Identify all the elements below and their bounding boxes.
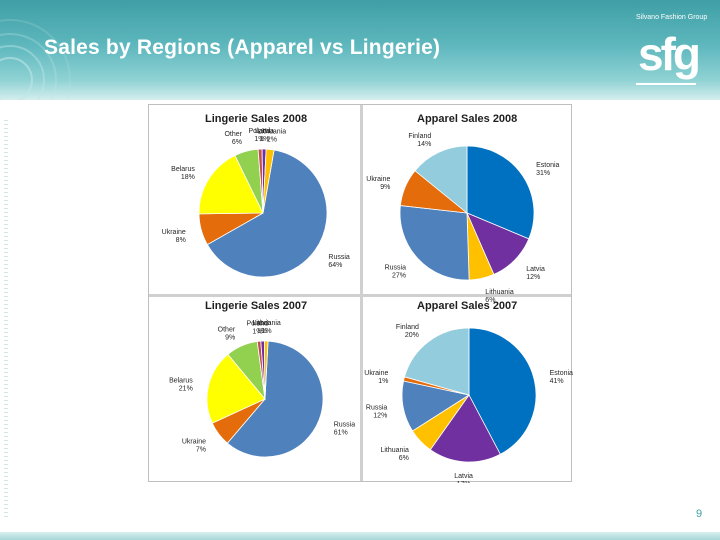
lingerie-sales-2008-slice-belarus: [198, 154, 264, 215]
apparel-sales-2008-label-finland: Finland 14%: [408, 133, 431, 148]
apparel-sales-2007-label-estonia: Estonia 41%: [550, 370, 573, 385]
lingerie-sales-2007-label-belarus: Belarus 21%: [169, 378, 193, 393]
slide-title: Sales by Regions (Apparel vs Lingerie): [44, 36, 441, 59]
lingerie-sales-2007-label-russia: Russia 61%: [334, 421, 356, 436]
lingerie-sales-2008-label-belarus: Belarus 18%: [171, 166, 195, 181]
company-logo: sfg: [638, 28, 701, 80]
apparel-sales-2007-label-finland: Finland 20%: [396, 324, 419, 339]
apparel-sales-2007-slice-latvia: [429, 394, 501, 463]
apparel-sales-2007-slice-finland: [404, 327, 470, 396]
apparel-sales-2008-label-estonia: Estonia 31%: [536, 162, 559, 177]
lingerie-sales-2008-label-latvia: Latvia 1%: [255, 128, 274, 143]
apparel-sales-2008-slice-russia: [399, 205, 470, 281]
apparel-sales-2007-slice-estonia: [468, 327, 537, 455]
logo-company-name: Silvano Fashion Group: [636, 14, 708, 21]
swirl-decoration: [0, 19, 71, 100]
lingerie-sales-2007-label-poland: Poland 1%: [247, 320, 269, 335]
apparel-sales-2008-label-ukraine: Ukraine 9%: [366, 176, 390, 191]
lingerie-sales-2008-label-poland: Poland 1%: [249, 128, 271, 143]
apparel-sales-2008-title: Apparel Sales 2008: [417, 113, 517, 125]
lingerie-sales-2008-slice-russia: [206, 149, 328, 278]
lingerie-sales-2007-label-lithuania: Lithuania 1%: [252, 320, 281, 335]
lingerie-sales-2008-title: Lingerie Sales 2008: [205, 113, 307, 125]
lingerie-sales-2007-slice-belarus: [206, 353, 266, 424]
slide-header: [0, 0, 720, 100]
page-number: 9: [696, 508, 703, 520]
lingerie-sales-2008-label-ukraine: Ukraine 8%: [162, 229, 186, 244]
lingerie-sales-2007-label-ukraine: Ukraine 7%: [182, 439, 206, 454]
lingerie-sales-2007-slice-lithuania: [264, 340, 269, 400]
logo-underline: [636, 83, 696, 85]
apparel-sales-2008-slice-estonia: [466, 145, 535, 240]
apparel-sales-2007-label-ukraine: Ukraine 1%: [364, 370, 388, 385]
footer-bar: [0, 532, 720, 540]
apparel-sales-2008-label-russia: Russia 27%: [385, 264, 407, 279]
charts-canvas: Lingerie Sales 2008 Russia 64% Ukraine 8% Bel…: [162, 113, 573, 483]
lingerie-sales-2007-label-other: Other 9%: [218, 326, 236, 341]
apparel-sales-2007-label-russia: Russia 12%: [366, 405, 388, 420]
lingerie-sales-2008-label-russia: Russia 64%: [328, 254, 350, 269]
apparel-sales-2007-label-latvia: Latvia17%: [454, 473, 473, 483]
lingerie-sales-2007-slice-russia: [226, 340, 324, 458]
apparel-sales-2008-label-latvia: Latvia 12%: [526, 266, 545, 281]
lingerie-sales-2007-label-latvia: Latvia 1%: [253, 320, 272, 335]
lingerie-sales-2008-label-lithuania: Lithuania 2%: [258, 129, 287, 144]
apparel-sales-2008-label-lithuania: Lithuania 6%: [485, 289, 514, 304]
vertical-divider: [360, 105, 363, 481]
lingerie-sales-2008-slice-lithuania: [262, 148, 275, 214]
apparel-sales-2007-label-lithuania: Lithuania 6%: [380, 447, 409, 462]
pie-chart-grid: Lingerie Sales 2008 Russia 64% Ukraine 8% Bel…: [148, 104, 573, 483]
lingerie-sales-2007-title: Lingerie Sales 2007: [205, 300, 307, 312]
apparel-sales-2008-slice-finland: [414, 145, 468, 214]
lingerie-sales-2008-label-other: Other 6%: [224, 131, 242, 146]
apparel-sales-2007-title: Apparel Sales 2007: [417, 300, 517, 312]
left-dotted-rule: [4, 120, 8, 520]
